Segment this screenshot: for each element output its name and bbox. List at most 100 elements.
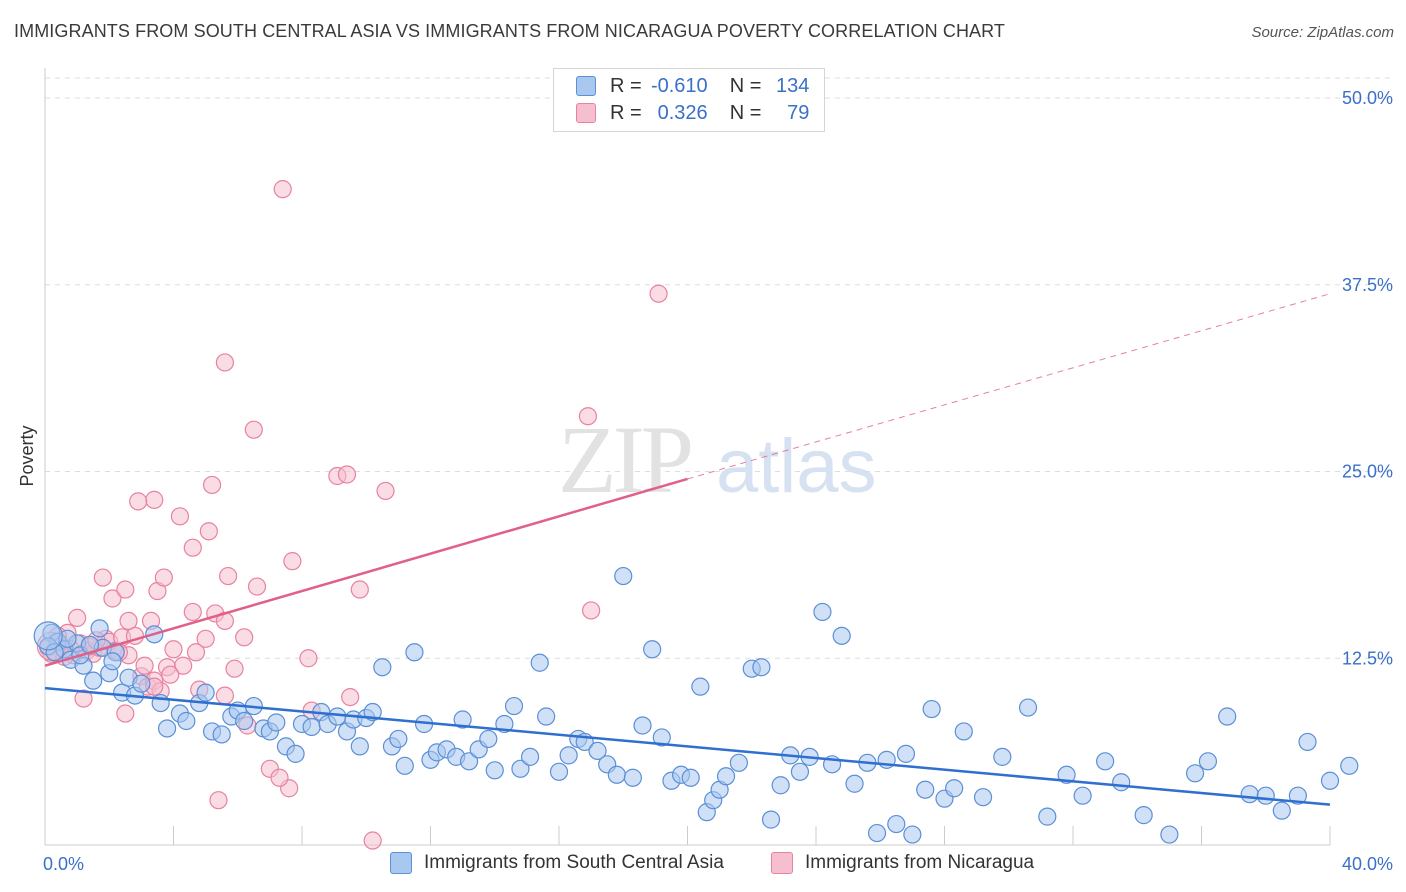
axes — [44, 68, 1331, 846]
data-point-south-central-asia — [1073, 786, 1092, 805]
data-point-nicaragua — [119, 611, 138, 631]
legend-swatch-blue — [576, 76, 596, 96]
data-point-nicaragua — [170, 507, 190, 526]
watermark-zip: ZIP — [558, 406, 691, 513]
legend-n-label: N = — [729, 101, 762, 124]
data-point-nicaragua — [103, 589, 122, 608]
data-point-nicaragua — [337, 465, 357, 484]
data-point-nicaragua — [209, 791, 228, 810]
legend-n-label: N = — [729, 74, 762, 97]
data-point-south-central-asia — [903, 825, 922, 844]
data-point-south-central-asia — [132, 674, 151, 693]
data-point-south-central-asia — [350, 737, 369, 756]
data-point-south-central-asia — [761, 810, 781, 829]
data-point-south-central-asia — [405, 643, 424, 662]
data-point-south-central-asia — [922, 699, 941, 719]
data-point-south-central-asia — [813, 602, 832, 622]
data-point-south-central-asia — [1240, 785, 1259, 804]
data-point-nicaragua — [350, 580, 369, 599]
legend-n-value-1: 134 — [776, 74, 810, 97]
data-point-south-central-asia — [916, 780, 935, 799]
data-point-south-central-asia — [212, 725, 231, 744]
trend-line-nicaragua — [44, 477, 688, 667]
data-point-nicaragua — [215, 686, 234, 705]
data-point-south-central-asia — [1298, 732, 1317, 752]
data-point-south-central-asia — [1134, 806, 1153, 825]
data-point-south-central-asia — [954, 722, 973, 741]
data-point-nicaragua — [164, 640, 183, 659]
y-tick-label: 25.0% — [1342, 462, 1393, 482]
data-point-nicaragua — [341, 687, 360, 707]
data-point-nicaragua — [578, 407, 598, 426]
watermark-atlas: atlas — [716, 424, 877, 509]
data-point-south-central-asia — [790, 762, 810, 781]
data-point-south-central-asia — [993, 747, 1012, 766]
y-tick-label: 50.0% — [1342, 88, 1393, 108]
legend-r-label: R = — [610, 101, 642, 124]
legend-item-nicaragua: Immigrants from Nicaragua — [771, 852, 1034, 874]
data-point-south-central-asia — [614, 566, 633, 586]
data-point-south-central-asia — [1096, 752, 1115, 771]
data-point-south-central-asia — [395, 756, 414, 775]
data-point-south-central-asia — [1272, 801, 1291, 820]
chart-title: IMMIGRANTS FROM SOUTH CENTRAL ASIA VS IM… — [14, 21, 1006, 41]
data-point-nicaragua — [270, 768, 289, 787]
data-point-south-central-asia — [681, 768, 700, 787]
data-point-south-central-asia — [623, 768, 642, 787]
data-point-south-central-asia — [520, 747, 540, 766]
data-point-south-central-asia — [157, 719, 177, 738]
data-point-south-central-asia — [90, 619, 109, 638]
legend-r-value-1: -0.610 — [650, 74, 708, 97]
data-point-nicaragua — [202, 475, 222, 495]
x-tick-label: 40.0% — [1342, 854, 1393, 874]
data-point-south-central-asia — [643, 640, 662, 659]
watermark: ZIP atlas — [558, 406, 877, 513]
series-legend: Immigrants from South Central Asia Immig… — [0, 852, 1406, 878]
series-south-central-asia-points — [33, 566, 1359, 844]
trend-line-nicaragua-extension — [687, 293, 1331, 480]
data-point-south-central-asia — [1320, 771, 1340, 790]
data-point-nicaragua — [174, 656, 193, 675]
data-point-south-central-asia — [1288, 786, 1307, 805]
data-point-nicaragua — [376, 481, 395, 501]
data-point-south-central-asia — [752, 658, 771, 677]
data-point-south-central-asia — [479, 729, 498, 749]
data-point-south-central-asia — [845, 774, 864, 793]
data-point-nicaragua — [363, 831, 382, 850]
data-point-south-central-asia — [1198, 752, 1218, 771]
data-point-nicaragua — [273, 180, 292, 199]
data-point-nicaragua — [68, 608, 87, 628]
source-label: Source: ZipAtlas.com — [1251, 24, 1394, 41]
data-point-south-central-asia — [1256, 786, 1275, 805]
data-point-south-central-asia — [716, 767, 736, 786]
data-point-south-central-asia — [103, 652, 122, 671]
data-point-south-central-asia — [867, 823, 887, 843]
data-point-south-central-asia — [1057, 765, 1076, 784]
data-point-south-central-asia — [691, 677, 710, 696]
legend-n-value-2: 79 — [787, 101, 810, 124]
data-point-south-central-asia — [328, 707, 347, 726]
data-point-south-central-asia — [633, 716, 652, 735]
data-point-south-central-asia — [887, 814, 906, 834]
legend-label-nicaragua: Immigrants from Nicaragua — [805, 852, 1035, 873]
trend-line-south-central-asia — [44, 686, 1331, 806]
correlation-legend: R = -0.610 N = 134 R = 0.326 N = 79 — [553, 68, 825, 132]
data-point-nicaragua — [235, 628, 254, 647]
data-point-nicaragua — [161, 665, 180, 684]
data-point-south-central-asia — [196, 683, 215, 702]
data-point-south-central-asia — [559, 746, 578, 765]
data-point-south-central-asia — [530, 653, 549, 672]
data-point-nicaragua — [183, 602, 202, 622]
data-point-south-central-asia — [302, 717, 321, 737]
data-point-south-central-asia — [1218, 707, 1237, 726]
data-point-nicaragua — [244, 420, 263, 439]
legend-swatch-blue — [390, 852, 412, 874]
data-point-nicaragua — [183, 538, 202, 557]
data-point-south-central-asia — [177, 711, 196, 731]
data-point-nicaragua — [93, 568, 112, 587]
legend-swatch-pink — [576, 103, 596, 123]
data-point-nicaragua — [219, 566, 238, 586]
data-point-south-central-asia — [235, 711, 254, 731]
data-point-south-central-asia — [973, 788, 993, 807]
data-point-south-central-asia — [607, 765, 626, 784]
